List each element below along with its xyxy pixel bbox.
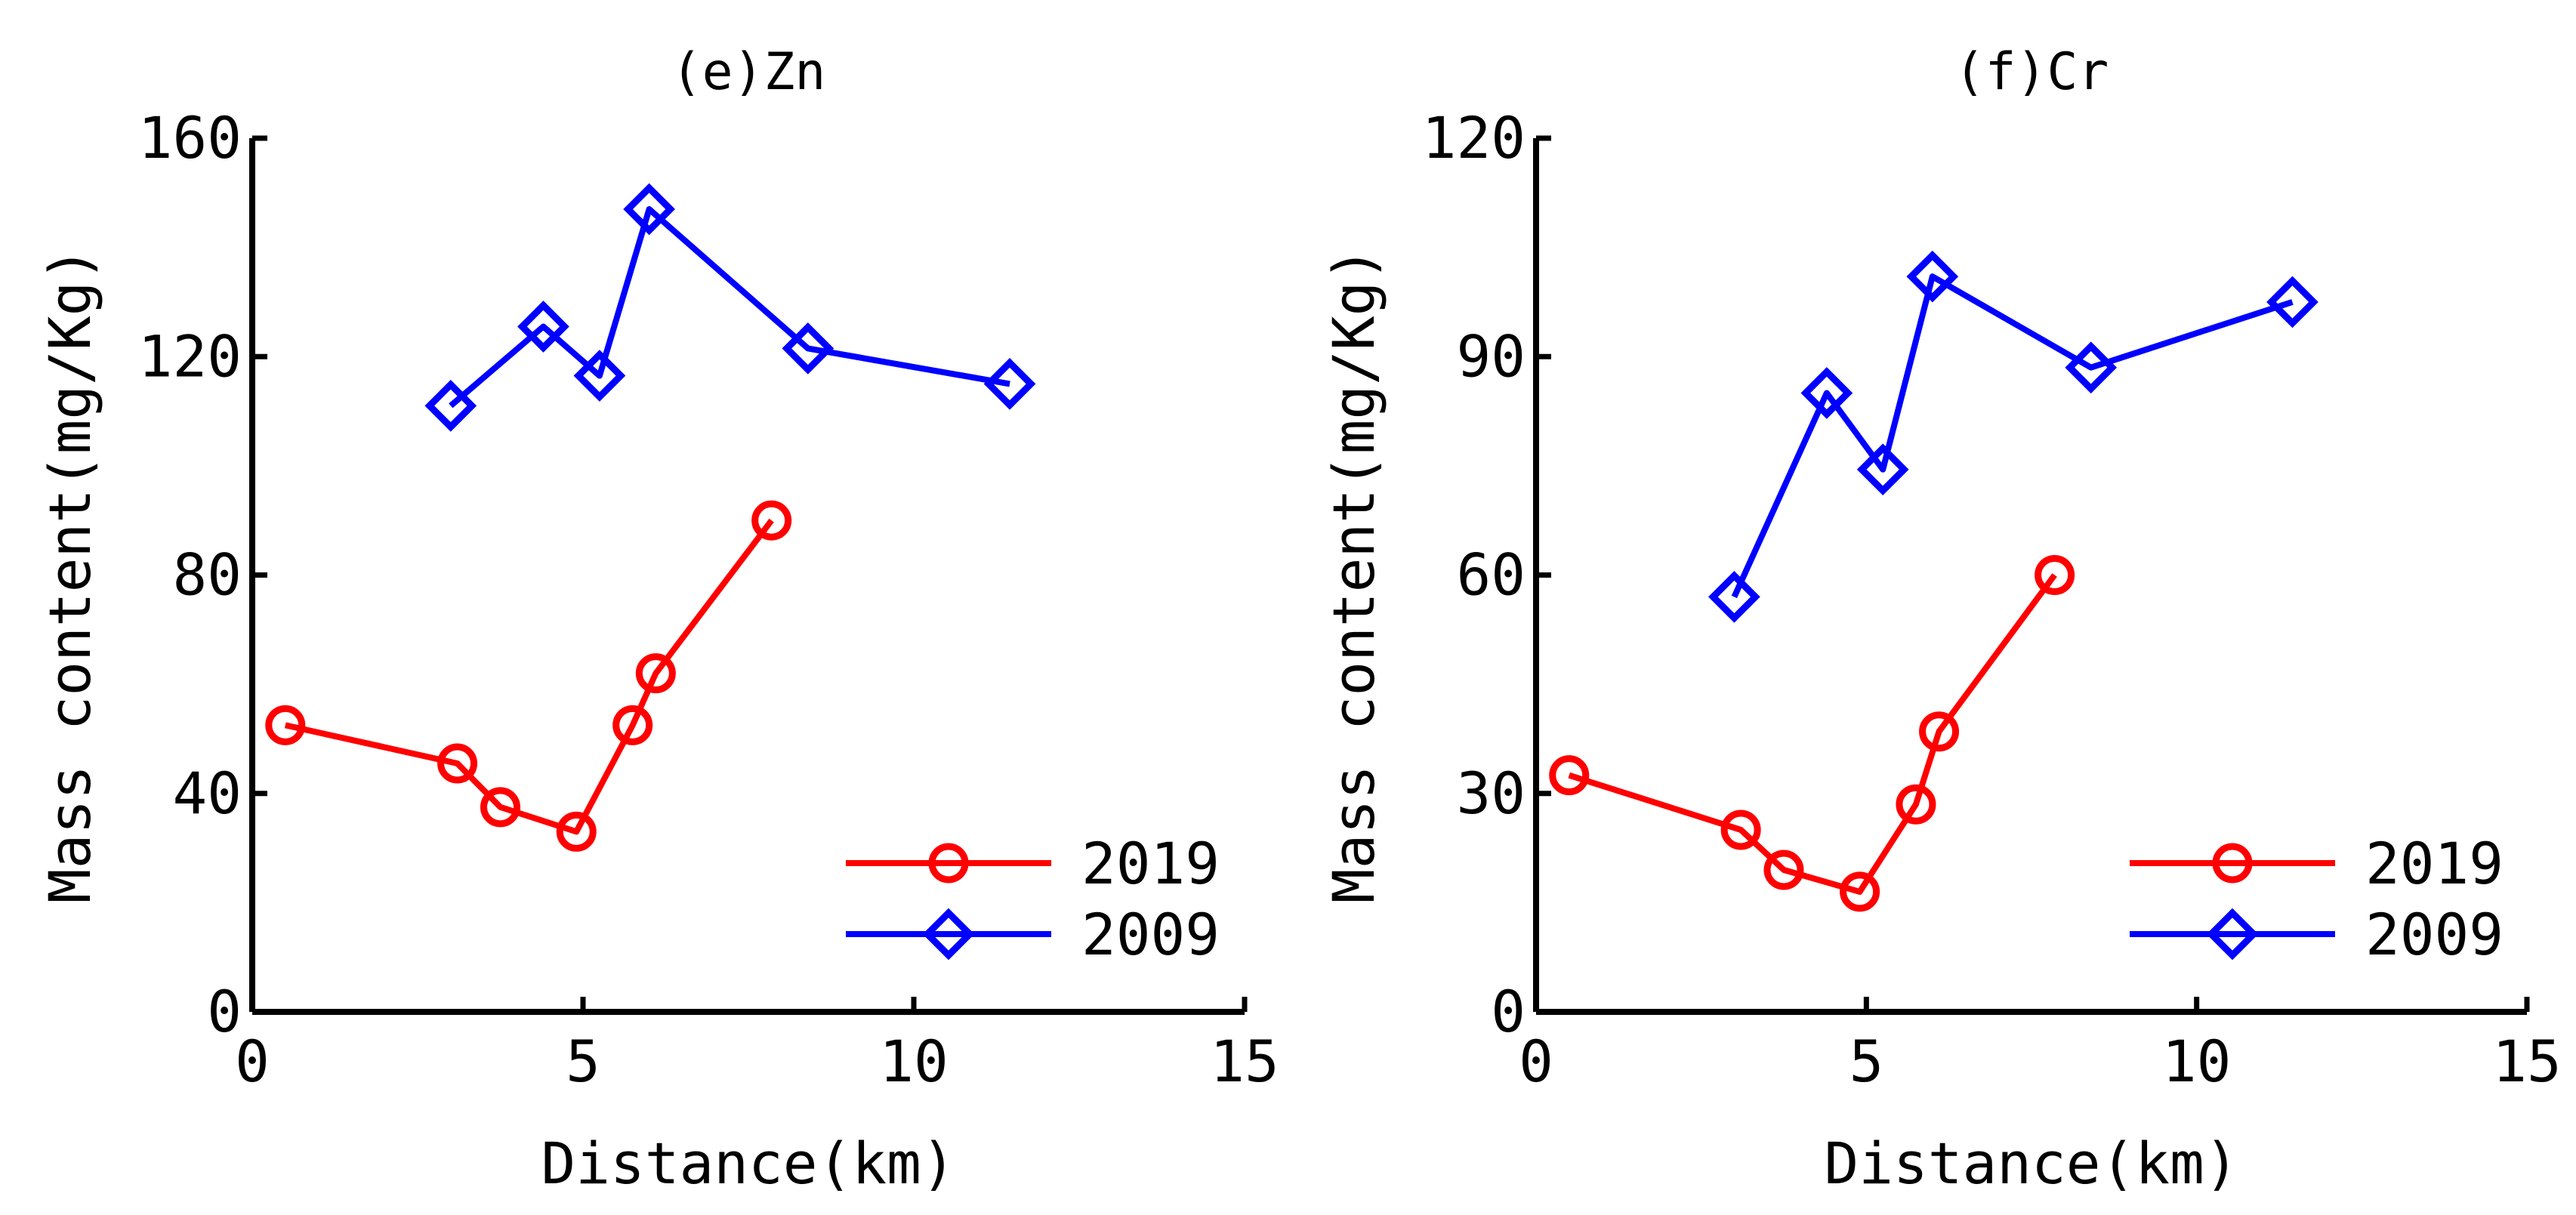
data-point-2009 [1906, 250, 1959, 303]
legend-marker-2019 [928, 843, 969, 883]
data-point-2009 [2266, 276, 2318, 328]
legend-marker-2009 [922, 908, 975, 961]
data-point-2019 [437, 743, 478, 784]
data-point-2019 [1549, 755, 1590, 796]
data-point-2019 [1896, 784, 1936, 825]
y-tick-label: 120 [138, 322, 242, 390]
x-tick-label: 15 [2492, 1028, 2562, 1095]
chart-title: (e)Zn [671, 42, 826, 102]
y-tick-label: 80 [172, 541, 242, 609]
data-point-2019 [612, 705, 653, 745]
data-point-2009 [983, 358, 1036, 410]
legend-label-2019: 2019 [1081, 830, 1220, 897]
series-line-2009 [449, 206, 1010, 409]
x-tick-label: 15 [1210, 1028, 1279, 1095]
x-axis-label: Distance(km) [541, 1130, 955, 1197]
data-point-2009 [424, 379, 477, 432]
y-tick-label: 40 [172, 760, 242, 827]
x-tick-label: 5 [1849, 1028, 1883, 1095]
chart-panel-cr: (f)Cr 0 30 60 90 120 0 5 10 15 Distance(km) Mass co… [1320, 42, 2562, 1197]
legend-label-2009: 2009 [2365, 901, 2504, 968]
y-axis-label: Mass content(mg/Kg) [1320, 247, 1387, 903]
data-point-2019 [635, 653, 676, 694]
data-point-2019 [1919, 711, 1960, 752]
y-axis-label: Mass content(mg/Kg) [36, 247, 103, 903]
y-tick-label: 30 [1456, 760, 1526, 827]
x-tick-label: 10 [2162, 1028, 2232, 1095]
y-tick-label: 90 [1456, 322, 1526, 390]
x-axis-label: Distance(km) [1824, 1130, 2238, 1197]
y-tick-label: 60 [1456, 541, 1526, 609]
x-tick-label: 10 [879, 1028, 949, 1095]
x-tick-label: 0 [1519, 1028, 1553, 1095]
data-point-2009 [2065, 341, 2118, 394]
data-point-2009 [782, 322, 835, 375]
x-tick-label: 5 [566, 1028, 600, 1095]
data-point-2019 [556, 811, 597, 852]
y-tick-label: 120 [1422, 104, 1526, 171]
chart-panel-zn: (e)Zn 0 40 80 120 160 0 5 10 15 Distance(km) Mass c… [36, 42, 1279, 1197]
y-tick-label: 160 [138, 104, 242, 171]
y-tick-label: 0 [1491, 978, 1526, 1045]
legend-label-2019: 2019 [2365, 830, 2504, 897]
legend-label-2009: 2009 [1081, 901, 1220, 968]
data-point-2009 [623, 183, 675, 236]
data-point-2019 [480, 787, 520, 828]
data-point-2019 [1840, 871, 1880, 912]
data-point-2009 [1856, 443, 1909, 496]
series-line-2009 [1731, 273, 2294, 599]
data-point-2019 [1720, 809, 1761, 850]
data-point-2009 [1708, 571, 1760, 623]
legend-marker-2019 [2212, 843, 2253, 883]
x-tick-label: 0 [235, 1028, 270, 1095]
legend-marker-2009 [2206, 908, 2259, 961]
y-tick-label: 0 [207, 978, 242, 1045]
series-line-2019 [284, 518, 774, 835]
chart-title: (f)Cr [1954, 42, 2109, 102]
data-point-2009 [1800, 367, 1853, 419]
data-point-2009 [517, 301, 569, 353]
series-line-2019 [1568, 573, 2057, 895]
data-point-2019 [2035, 555, 2075, 595]
data-point-2019 [265, 705, 306, 745]
data-point-2019 [751, 500, 792, 541]
data-point-2009 [573, 350, 626, 402]
data-point-2019 [1763, 850, 1804, 890]
